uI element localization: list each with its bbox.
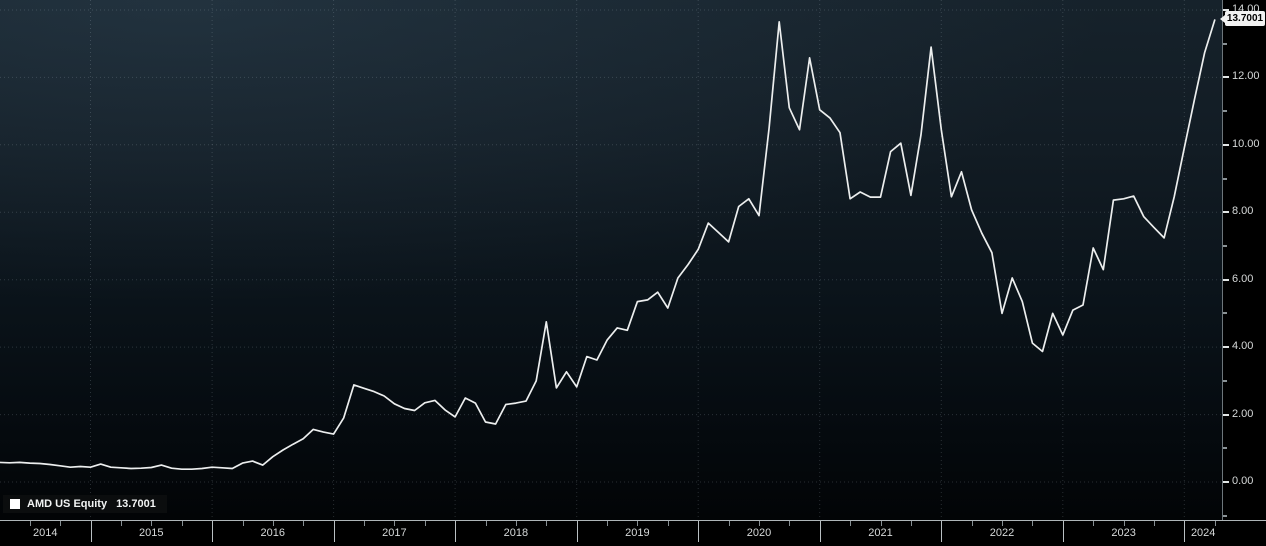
x-axis-year-separator [333, 521, 335, 542]
x-axis-year-label: 2017 [382, 527, 407, 539]
x-axis-quarter-tick [1153, 521, 1155, 526]
x-axis-quarter-tick [1214, 521, 1216, 526]
x-axis-quarter-tick [971, 521, 973, 526]
plot-area[interactable]: AMD US Equity 13.7001 [0, 0, 1222, 520]
x-axis-quarter-tick [29, 521, 31, 526]
x-axis-year-label: 2024 [1190, 527, 1216, 539]
x-axis-quarter-tick [607, 521, 609, 526]
x-axis-quarter-tick [272, 521, 274, 526]
x-axis-year-label: 2020 [746, 527, 772, 539]
x-axis-year-separator [819, 521, 821, 542]
x-axis-year-label: 2016 [260, 527, 286, 539]
x-axis-quarter-tick [728, 521, 730, 526]
y-axis-tick-label: 6.00 [1232, 272, 1254, 285]
x-axis: 2014 2015 2016 2017 2018 2019 2020 2021 2022 2023… [0, 520, 1266, 546]
x-axis-quarter-tick [181, 521, 183, 526]
x-axis-quarter-tick [667, 521, 669, 526]
x-axis-quarter-tick [60, 521, 62, 526]
y-axis: 13.7001 0.00 2.00 4.00 6.00 8.00 10.00 12.00 14… [1220, 0, 1266, 520]
chart-canvas [0, 0, 1222, 520]
y-axis-minor-tick [1223, 514, 1227, 517]
x-axis-quarter-tick [546, 521, 548, 526]
x-axis-quarter-tick [515, 521, 517, 526]
x-axis-year-label: 2015 [139, 527, 164, 539]
x-axis-year-label: 2019 [625, 527, 650, 539]
y-axis-tick-label: 2.00 [1232, 407, 1254, 420]
x-axis-year-separator [455, 521, 457, 542]
x-axis-year-separator [212, 521, 214, 542]
legend-swatch-icon [10, 499, 20, 509]
legend-label: AMD US Equity [27, 498, 108, 510]
x-axis-year-label: 2022 [989, 527, 1015, 539]
y-axis-tick-label: 8.00 [1232, 205, 1254, 218]
x-axis-year-separator [576, 521, 578, 542]
x-axis-quarter-tick [120, 521, 122, 526]
x-axis-quarter-tick [1032, 521, 1034, 526]
x-axis-quarter-tick [1002, 521, 1003, 526]
y-axis-minor-tick [1223, 245, 1227, 247]
x-axis-year-label: 2014 [33, 527, 58, 539]
y-axis-major-tick [1223, 481, 1229, 483]
x-axis-year-label: 2021 [868, 527, 893, 539]
x-axis-year-separator [90, 521, 92, 542]
x-axis-quarter-tick [394, 521, 396, 526]
badge-value: 13.7001 [1226, 13, 1264, 25]
y-axis-minor-tick [1223, 379, 1227, 382]
y-axis-major-tick [1223, 76, 1229, 79]
x-axis-quarter-tick [364, 521, 365, 526]
x-axis-quarter-tick [151, 521, 153, 526]
x-axis-quarter-tick [1093, 521, 1095, 526]
y-axis-major-tick [1223, 143, 1229, 146]
y-axis-major-tick [1223, 346, 1229, 349]
badge-pointer-icon [1220, 14, 1225, 23]
price-line [0, 19, 1216, 471]
y-axis-minor-tick [1223, 312, 1227, 315]
x-axis-quarter-tick [880, 521, 882, 526]
x-axis-quarter-tick [485, 521, 487, 526]
y-axis-minor-tick [1223, 42, 1227, 45]
x-axis-quarter-tick [850, 521, 852, 526]
x-axis-year-separator [1062, 521, 1064, 542]
legend-value: 13.7001 [116, 498, 156, 510]
x-axis-quarter-tick [759, 521, 760, 526]
x-axis-quarter-tick [910, 521, 912, 526]
y-axis-tick-label: 0.00 [1232, 475, 1254, 487]
y-axis-major-tick [1223, 413, 1229, 416]
y-axis-tick-label: 12.00 [1232, 70, 1260, 83]
x-axis-year-separator [941, 521, 943, 542]
y-axis-tick-label: 4.00 [1232, 340, 1254, 353]
x-axis-year-label: 2023 [1111, 527, 1136, 539]
y-axis-major-tick [1223, 211, 1229, 214]
x-axis-year-separator [1184, 521, 1186, 542]
y-axis-major-tick [1223, 9, 1229, 11]
x-axis-quarter-tick [789, 521, 791, 526]
x-axis-quarter-tick [1123, 521, 1125, 526]
y-axis-minor-tick [1223, 110, 1227, 113]
x-axis-quarter-tick [303, 521, 305, 526]
y-axis-minor-tick [1223, 447, 1227, 450]
x-axis-quarter-tick [242, 521, 244, 526]
y-axis-minor-tick [1223, 177, 1227, 180]
last-price-badge: 13.7001 [1220, 11, 1265, 27]
y-axis-tick-label: 10.00 [1232, 137, 1260, 150]
x-axis-year-label: 2018 [503, 527, 529, 539]
y-axis-major-tick [1223, 278, 1229, 281]
x-axis-quarter-tick [424, 521, 426, 526]
legend[interactable]: AMD US Equity 13.7001 [3, 495, 167, 513]
x-axis-quarter-tick [637, 521, 639, 526]
x-axis-year-separator [698, 521, 700, 542]
